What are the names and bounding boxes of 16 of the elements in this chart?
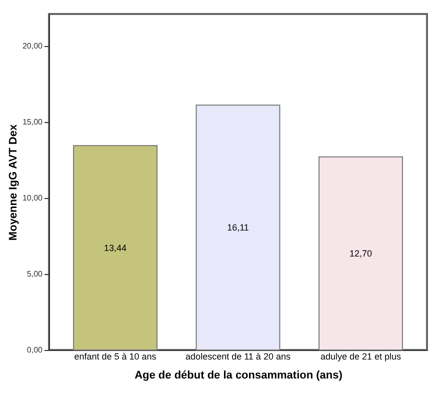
y-tick-label: 15,00 [22,117,44,126]
bar [318,156,403,350]
bar [73,145,158,350]
x-tick-label: adolescent de 11 à 20 ans [186,352,291,362]
bar [196,104,280,350]
x-tick-label: enfant de 5 à 10 ans [74,352,157,362]
data-label: 12,70 [349,248,372,258]
x-tick-label: adulye de 21 et plus [320,352,402,362]
x-axis-title: Age de début de la consammation (ans) [134,370,343,382]
data-label: 16,11 [227,222,249,233]
y-tick-label: 20,00 [22,41,44,50]
y-axis-title: Moyenne IgG AVT Dex [7,124,20,241]
data-label: 13,44 [104,242,127,253]
y-tick-label: 0,00 [26,346,44,354]
y-tick-label: 10,00 [22,193,44,202]
y-tick-label: 5,00 [26,269,44,278]
